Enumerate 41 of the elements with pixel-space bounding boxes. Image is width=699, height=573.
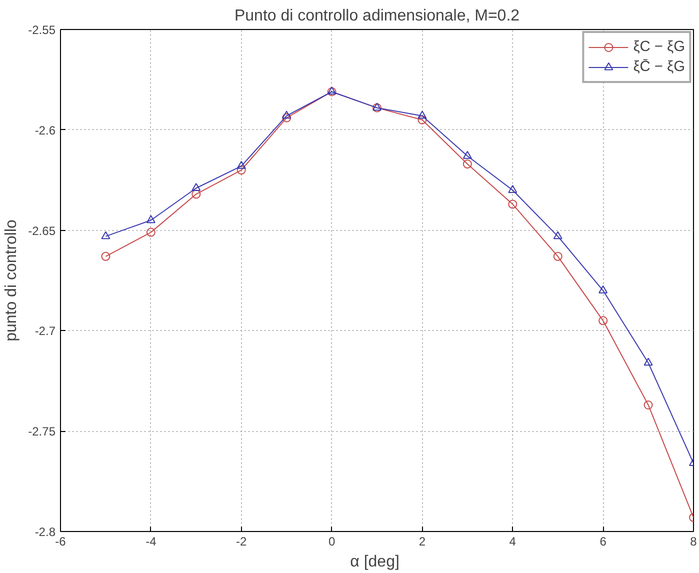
x-tick-label: -2 [236,534,248,548]
point [146,215,156,224]
point [553,252,562,261]
y-tick-label: -2.55 [28,23,56,37]
x-tick-label: 0 [328,534,336,548]
x-tick-label: -4 [146,534,157,548]
point [462,160,472,169]
x-tick-label: -6 [55,534,66,548]
point [644,400,653,410]
x-axis-title: α [deg] [350,554,400,570]
x-tick-label: 4 [509,534,516,548]
y-axis-title: punto di controllo [3,219,20,342]
point [101,231,110,240]
y-tick-label: -2.65 [28,224,56,238]
point [644,358,653,366]
point [192,183,201,191]
chart-title: Punto di controllo adimensionale, M=0.2 [234,8,520,24]
point [598,316,608,326]
y-tick-label: -2.8 [34,525,56,539]
point [192,190,201,199]
point [553,231,562,240]
point [282,113,292,122]
point [598,285,608,294]
point [236,166,246,175]
x-tick-label: 2 [418,534,426,548]
point [508,185,518,193]
point [236,160,246,169]
y-tick-label: -2.7 [34,324,56,338]
point [282,110,292,119]
x-tick-label: 6 [600,534,607,548]
point [508,200,518,209]
y-tick-label: -2.75 [28,424,56,439]
point [462,150,472,159]
point [418,110,427,119]
point [146,228,156,237]
x-tick-label: 8 [690,534,698,548]
y-tick-label: -2.6 [34,123,56,138]
legend-label: ξC̄ − ξG [633,59,685,75]
legend-label: ξC − ξG [633,39,685,55]
point [418,115,427,124]
point [101,252,110,261]
